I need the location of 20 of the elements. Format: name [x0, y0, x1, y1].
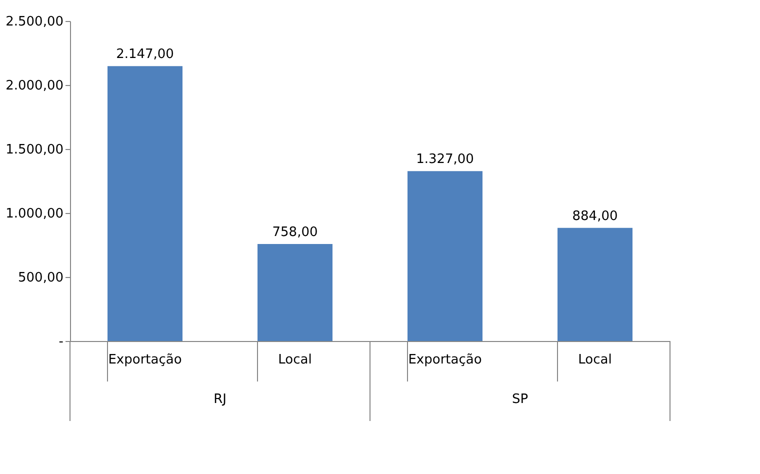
data-label: 884,00: [572, 208, 618, 224]
y-tick-label: 1.500,00: [6, 142, 64, 158]
data-label: 758,00: [272, 224, 318, 240]
data-label: 1.327,00: [416, 152, 474, 168]
data-label: 2.147,00: [116, 47, 174, 62]
x-tick-label: Local: [278, 352, 312, 368]
bar: [408, 171, 482, 341]
bar: [108, 66, 182, 341]
y-tick-label: 1.000,00: [6, 206, 64, 222]
bar: [258, 244, 332, 341]
text: RJ: [214, 392, 226, 407]
x-tick-label: Local: [578, 352, 612, 368]
x-tick-label: Exportação: [408, 352, 482, 368]
text: SP: [512, 392, 528, 407]
y-tick-label: 2.000,00: [6, 78, 64, 94]
bar: [558, 228, 632, 341]
y-tick-label: -: [58, 334, 64, 350]
x-tick-label: Exportação: [108, 352, 182, 368]
y-tick-label: 500,00: [18, 270, 64, 286]
y-tick-label: 2.500,00: [6, 14, 64, 30]
